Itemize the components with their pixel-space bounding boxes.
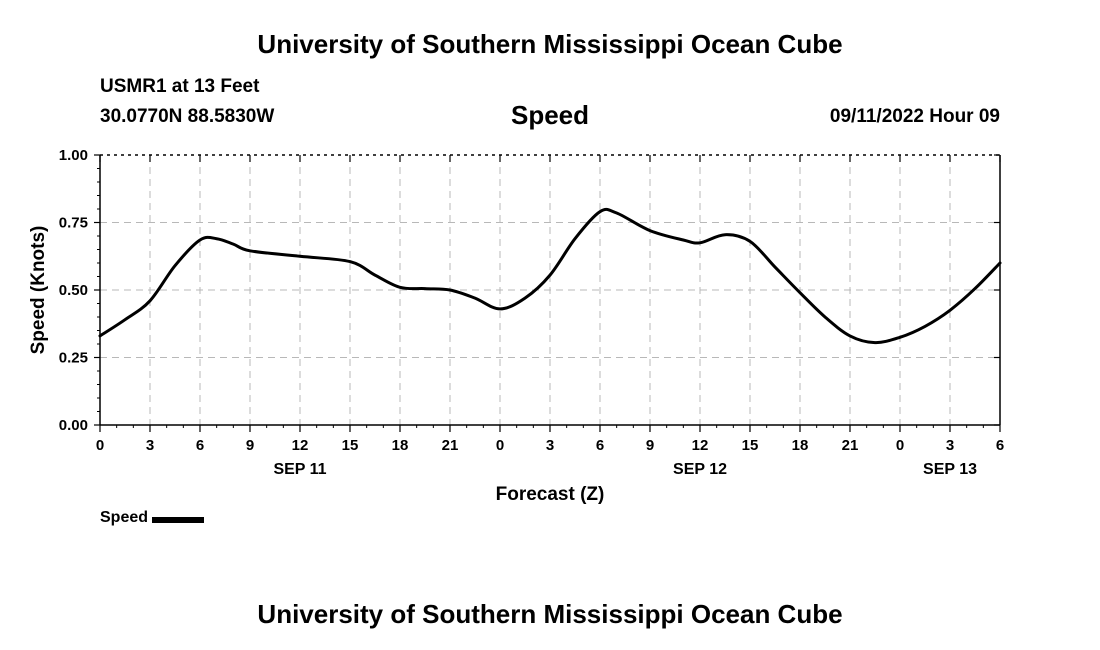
- x-tick-label: 12: [692, 437, 709, 454]
- x-axis-label: Forecast (Z): [496, 484, 605, 505]
- y-tick-label: 1.00: [59, 147, 88, 164]
- y-tick-label: 0.75: [59, 215, 88, 232]
- legend-swatch: [152, 516, 205, 523]
- x-tick-label: 9: [246, 437, 254, 454]
- x-tick-label: 3: [546, 437, 554, 454]
- x-tick-label: 21: [842, 437, 859, 454]
- tick-labels: 0 3 6 9 12 15 18 21 0 3 6 9 12 15 18 21 0 3 6 SEP 11 SEP 12 S…: [28, 147, 1004, 505]
- station-label: USMR1 at 13 Feet: [100, 76, 260, 97]
- chart-title: University of Southern Mississippi Ocean…: [257, 29, 843, 59]
- variable-title: Speed: [510, 100, 590, 130]
- grid-lines: [100, 154, 1000, 425]
- footer-title: University of Southern Mississippi Ocean…: [257, 599, 843, 629]
- x-tick-label: 0: [496, 437, 504, 454]
- x-tick-label: 6: [196, 437, 204, 454]
- x-day-label: SEP 13: [923, 461, 977, 478]
- axes: [94, 154, 1001, 432]
- speed-series-line: [98, 207, 1002, 345]
- legend: Speed: [100, 509, 205, 527]
- coordinates-label: 30.0770N 88.5830W: [100, 106, 275, 127]
- x-day-label: SEP 12: [673, 461, 727, 478]
- series-layer: [98, 207, 1002, 345]
- y-tick-label: 0.25: [59, 350, 88, 367]
- y-axis-label: Speed (Knots): [28, 226, 49, 355]
- x-tick-label: 18: [392, 437, 409, 454]
- y-tick-label: 0.00: [59, 417, 88, 434]
- run-time-label: 09/11/2022 Hour 09: [829, 106, 1000, 127]
- x-tick-label: 15: [342, 437, 359, 454]
- x-tick-label: 12: [292, 437, 309, 454]
- x-tick-label: 15: [742, 437, 759, 454]
- x-day-label: SEP 11: [273, 461, 326, 478]
- y-tick-label: 0.50: [59, 282, 88, 299]
- x-tick-label: 3: [946, 437, 954, 454]
- x-tick-label: 21: [442, 437, 459, 454]
- x-tick-label: 3: [146, 437, 154, 454]
- x-tick-label: 0: [96, 437, 104, 454]
- x-tick-label: 9: [646, 437, 654, 454]
- legend-label: Speed: [100, 509, 149, 526]
- x-tick-label: 6: [996, 437, 1004, 454]
- x-tick-label: 0: [896, 437, 904, 454]
- x-tick-label: 18: [792, 437, 809, 454]
- x-tick-label: 6: [596, 437, 604, 454]
